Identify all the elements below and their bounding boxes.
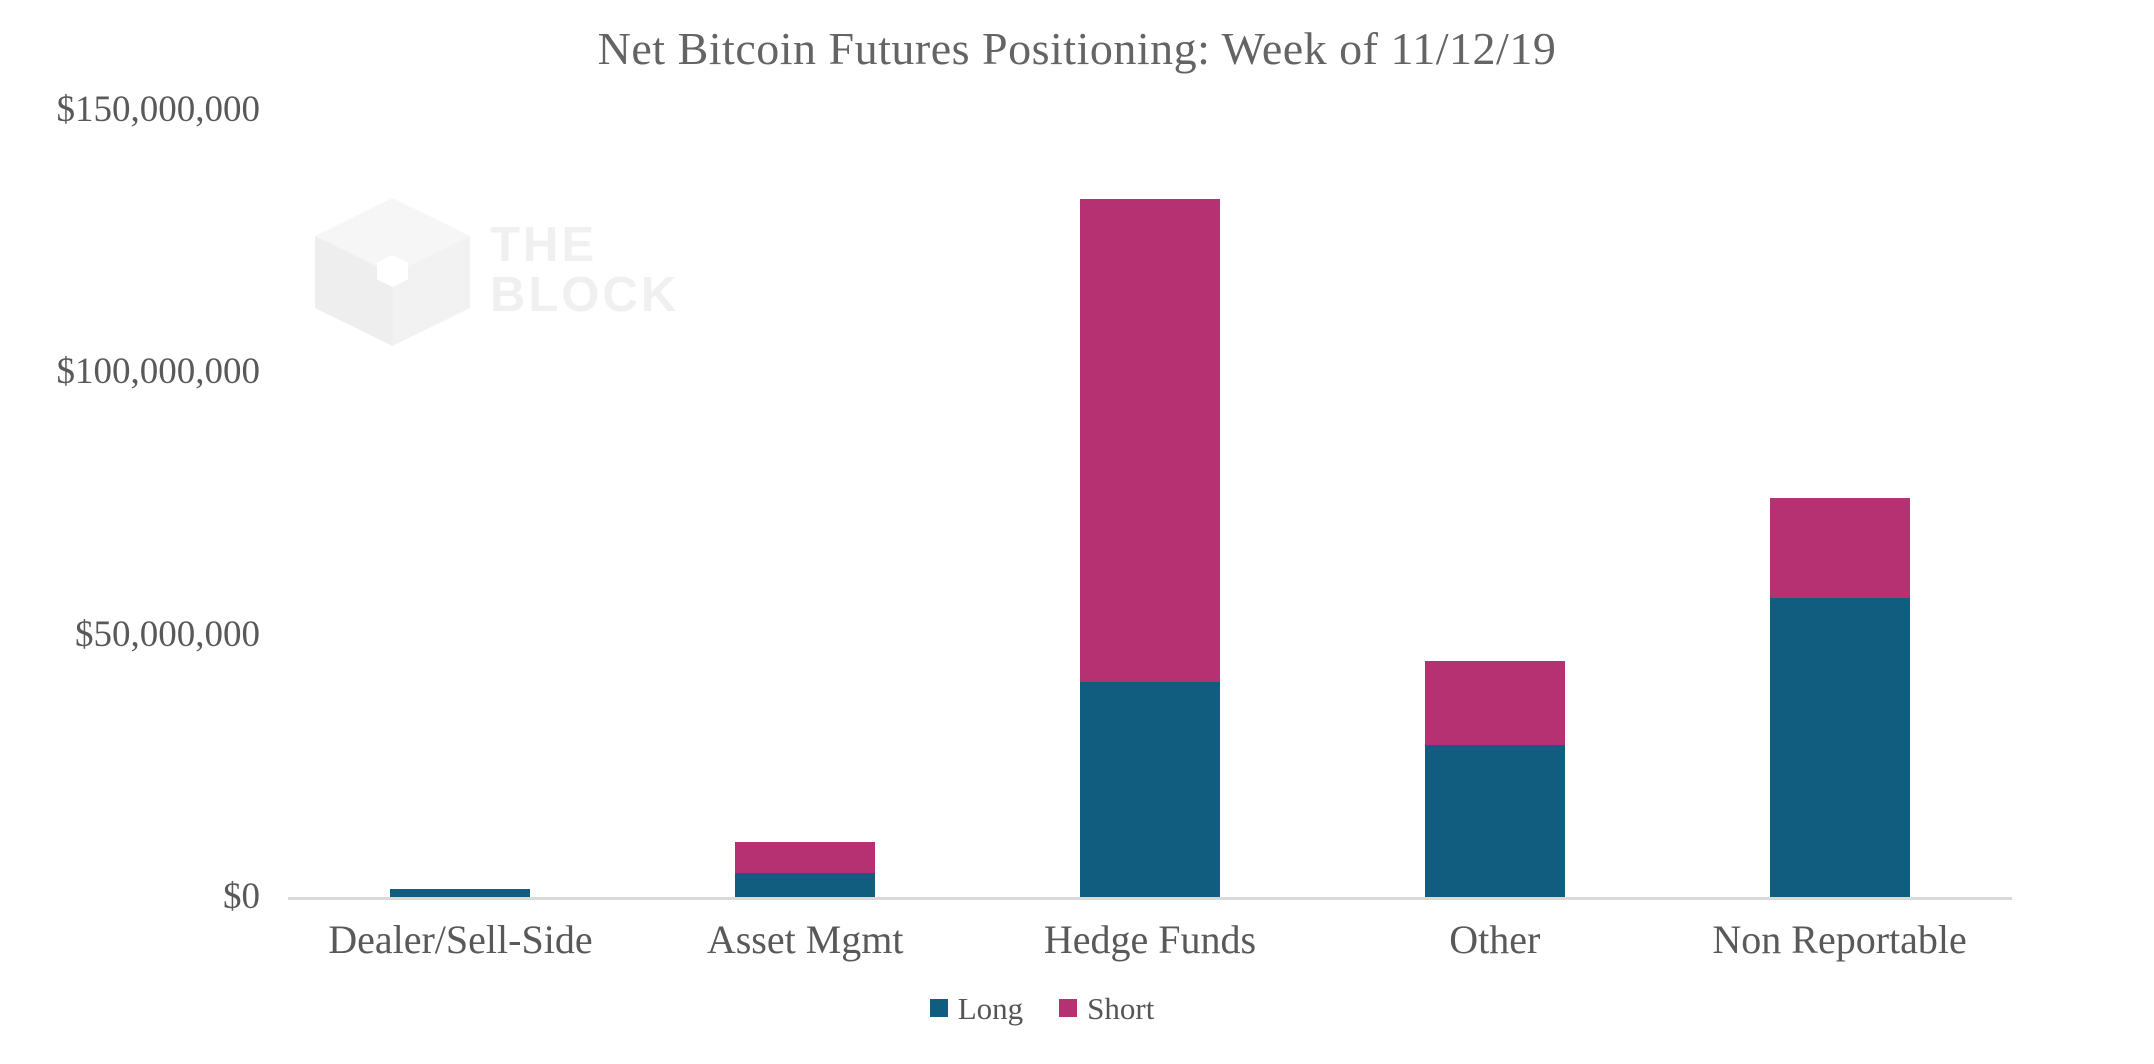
legend-item-short[interactable]: Short: [1059, 993, 1154, 1024]
the-block-cube-logo-icon: [315, 198, 470, 346]
x-axis-category-label: Dealer/Sell-Side: [328, 917, 593, 962]
legend-label: Long: [957, 990, 1024, 1026]
bar-segment-long-hedge-funds[interactable]: [1080, 681, 1220, 897]
the-block-watermark: THE BLOCK: [315, 198, 735, 348]
legend-item-long[interactable]: Long: [929, 990, 1024, 1026]
watermark-line-2: BLOCK: [490, 268, 680, 322]
x-axis-category-label: Non Reportable: [1712, 917, 1967, 962]
bar-segment-short-hedge-funds[interactable]: [1080, 199, 1220, 682]
y-axis-tick-label: $0: [223, 876, 260, 917]
y-axis-tick-label: $150,000,000: [56, 89, 261, 130]
watermark-line-1: THE: [490, 218, 597, 272]
x-axis-category-label: Asset Mgmt: [706, 917, 904, 962]
bar-segment-short-non-reportable[interactable]: [1769, 498, 1910, 598]
x-axis-category-label: Other: [1449, 917, 1541, 962]
legend-swatch-short-icon: [1059, 999, 1078, 1017]
bar-segment-long-asset-mgmt[interactable]: [735, 873, 876, 897]
y-axis-tick-label: $100,000,000: [56, 351, 261, 393]
x-axis-line: [288, 897, 2012, 900]
x-axis-category-label: Hedge Funds: [1043, 917, 1257, 962]
bar-segment-short-asset-mgmt[interactable]: [735, 841, 876, 874]
bar-segment-long-non-reportable[interactable]: [1769, 597, 1910, 897]
chart-legend: Long Short: [0, 988, 2119, 1028]
watermark-wordmark: THE BLOCK: [490, 220, 679, 320]
chart-title: Net Bitcoin Futures Positioning: Week of…: [597, 23, 1557, 74]
bar-segment-long-dealer-sell-side[interactable]: [390, 889, 531, 897]
bar-segment-long-other[interactable]: [1424, 744, 1565, 897]
y-axis-tick-label: $50,000,000: [75, 613, 260, 655]
bar-segment-short-other[interactable]: [1424, 660, 1565, 745]
legend-label: Short: [1087, 990, 1155, 1026]
legend-swatch-long-icon: [929, 999, 948, 1017]
